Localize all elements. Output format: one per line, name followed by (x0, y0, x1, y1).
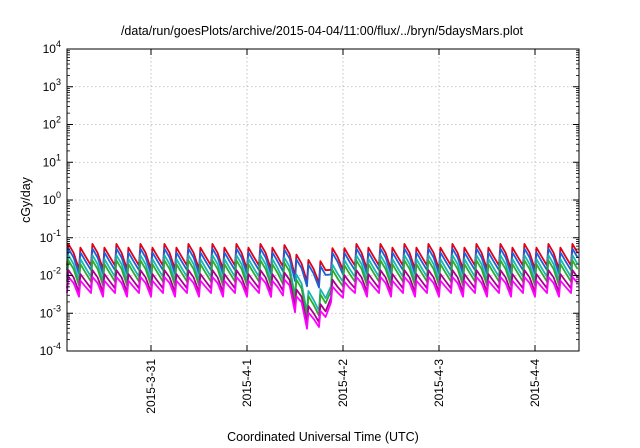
y-tick-label: 101 (43, 152, 61, 169)
y-tick-label: 10-1 (40, 228, 61, 245)
y-tick-label: 103 (43, 77, 61, 94)
y-axis-label: cGy/day (19, 176, 33, 223)
y-tick-label: 100 (43, 190, 61, 207)
x-tick-label: 2015-4-2 (336, 359, 350, 407)
y-tick-label: 102 (43, 115, 61, 132)
x-tick-label: 2015-3-31 (144, 359, 158, 414)
y-tick-label: 10-4 (40, 341, 61, 358)
y-axis: 104 103 102 101 100 10-1 10-2 10-3 10-4 (40, 39, 579, 358)
chart-title: /data/run/goesPlots/archive/2015-04-04/1… (121, 24, 524, 38)
y-tick-label: 104 (43, 39, 61, 56)
series-line (66, 276, 579, 330)
y-tick-label: 10-3 (40, 303, 61, 320)
x-tick-label: 2015-4-4 (528, 359, 542, 407)
x-tick-label: 2015-4-3 (432, 359, 446, 407)
x-tick-label: 2015-4-1 (240, 359, 254, 407)
x-axis: 2015-3-31 2015-4-1 2015-4-2 2015-4-3 2015-4-… (144, 49, 542, 414)
y-tick-label: 10-2 (40, 266, 61, 283)
x-axis-label: Coordinated Universal Time (UTC) (227, 430, 419, 444)
series-group (66, 243, 579, 330)
grid-lines (67, 49, 579, 351)
